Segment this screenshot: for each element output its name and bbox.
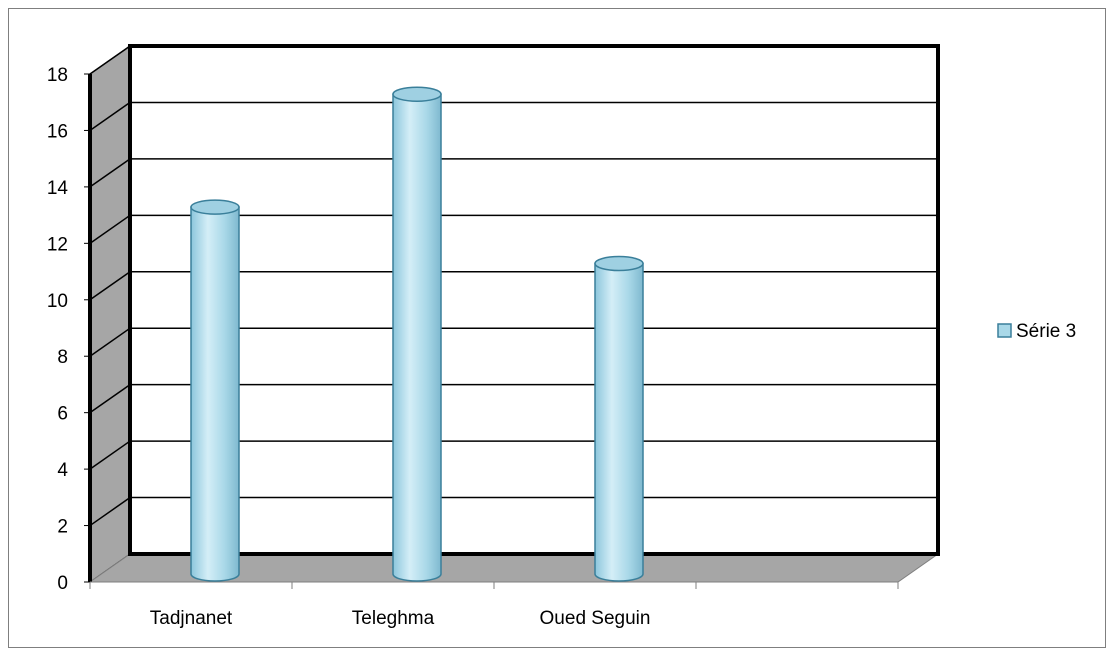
y-tick-label: 4 [57,460,68,481]
bar [594,255,644,582]
y-tick-label: 10 [47,291,68,312]
back-wall [128,44,940,556]
bar [190,199,240,582]
legend-swatch [997,323,1012,338]
bar-body [392,93,442,582]
y-tick-label: 16 [47,121,68,142]
gridline-side [89,384,131,414]
gridline-side [89,327,131,357]
legend-label: Série 3 [1016,321,1076,342]
x-tick-label: Teleghma [352,608,435,629]
bar-body [190,206,240,582]
x-tick-label: Oued Seguin [540,608,651,629]
gridline-side [89,45,131,75]
y-tick-label: 18 [47,65,68,86]
y-tick-label: 0 [57,573,68,594]
y-tick-label: 2 [57,517,68,538]
x-tick-label: Tadjnanet [150,608,233,629]
bar-top [392,86,442,102]
gridline-side [89,214,131,244]
y-tick-label: 12 [47,234,68,255]
gridline-side [89,101,131,132]
gridline-side [89,158,131,188]
bar-top [190,199,240,215]
gridline-side [89,440,131,470]
bar [392,86,442,582]
y-tick-label: 6 [57,404,68,425]
gridline-side [89,271,131,301]
bar-body [594,262,644,582]
gridline-side [89,496,131,527]
y-tick-label: 8 [57,347,68,368]
bar-top [594,255,644,272]
y-tick-label: 14 [47,178,69,199]
legend: Série 3 [997,321,1076,342]
